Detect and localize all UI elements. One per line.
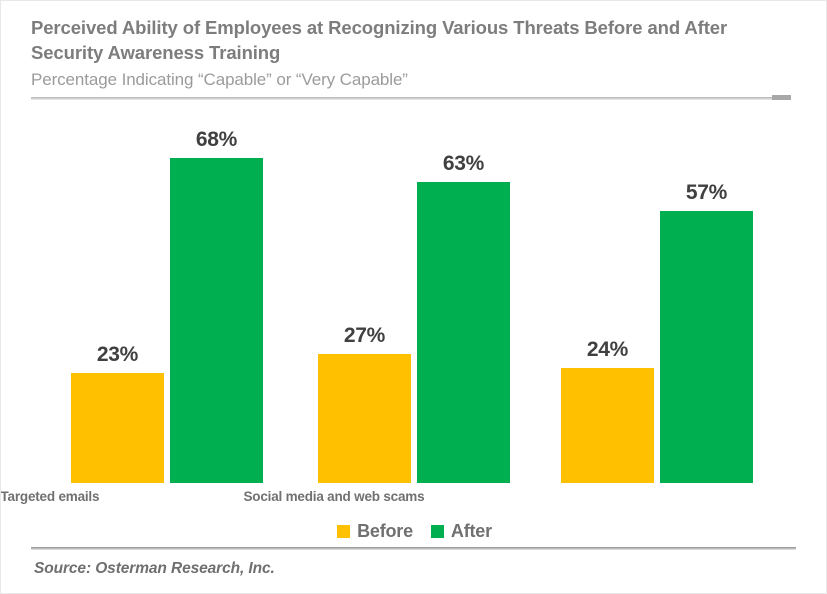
- bar-after[interactable]: [417, 182, 510, 483]
- bar-before[interactable]: [71, 373, 164, 483]
- bar-after[interactable]: [660, 211, 753, 483]
- source-note: Source: Osterman Research, Inc.: [34, 560, 275, 577]
- bar-group: 24% 57%: [561, 101, 753, 483]
- category-label: Targeted emails: [0, 489, 100, 504]
- legend-swatch-icon: [430, 525, 444, 538]
- bar-value-label: 63%: [442, 152, 485, 175]
- bar-group: 27% 63%: [318, 101, 510, 483]
- bar-value-label: 57%: [685, 181, 728, 204]
- bar-group: 23% 68%: [71, 101, 263, 483]
- bar-after[interactable]: [170, 158, 263, 483]
- bar-value-label: 68%: [195, 128, 238, 151]
- header-divider: [31, 97, 791, 100]
- chart-header: Perceived Ability of Employees at Recogn…: [31, 15, 791, 91]
- legend-item-before[interactable]: Before: [337, 521, 413, 542]
- chart-legend: Before After: [1, 521, 826, 542]
- legend-item-after[interactable]: After: [430, 521, 492, 542]
- legend-label: Before: [357, 521, 413, 541]
- page-title: Perceived Ability of Employees at Recogn…: [31, 17, 728, 63]
- chart-subtitle: Percentage Indicating “Capable” or “Very…: [31, 70, 408, 89]
- source-divider: [31, 547, 796, 550]
- category-label: Social media and web scams: [243, 489, 425, 504]
- bar-value-label: 27%: [343, 324, 386, 347]
- legend-swatch-icon: [337, 525, 351, 538]
- bar-value-label: 23%: [96, 343, 139, 366]
- bar-chart-plot-area: 23% 68% 27% 63% 24% 57%: [1, 101, 826, 483]
- category-axis: Mass-mailed phishingTargeted emailsSocia…: [0, 489, 826, 509]
- bar-before[interactable]: [561, 368, 654, 483]
- bar-before[interactable]: [318, 354, 411, 483]
- bar-value-label: 24%: [586, 338, 629, 361]
- legend-label: After: [450, 521, 492, 541]
- header-divider-cap: [772, 95, 791, 100]
